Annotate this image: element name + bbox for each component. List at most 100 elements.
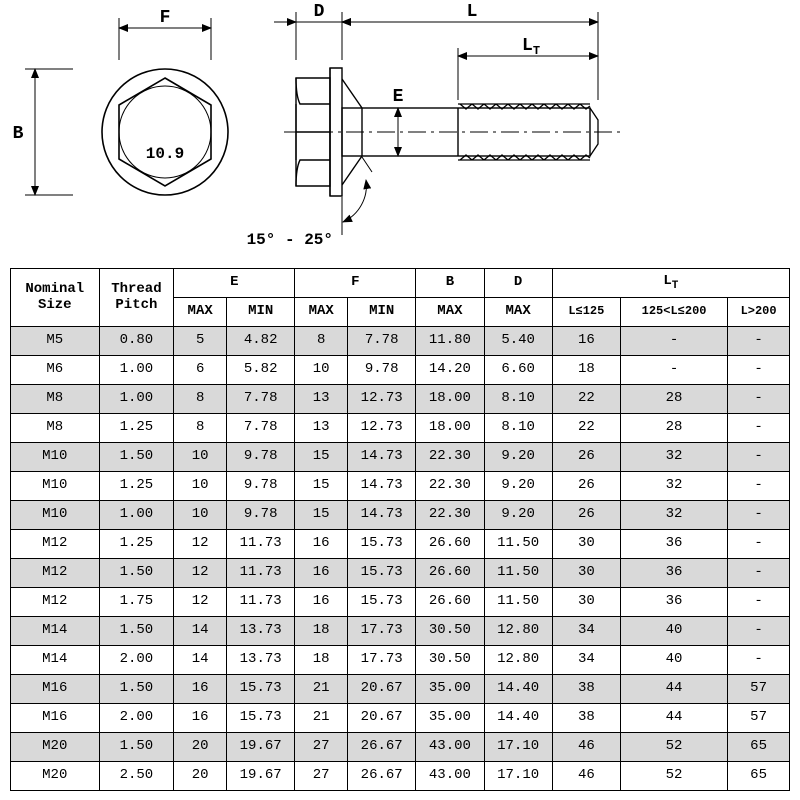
cell: 11.73: [227, 530, 295, 559]
cell: 38: [552, 675, 620, 704]
cell: 30.50: [416, 617, 484, 646]
cell: 5.40: [484, 327, 552, 356]
cell: M6: [11, 356, 100, 385]
subcol-3: MIN: [348, 298, 416, 327]
cell: 1.25: [99, 472, 174, 501]
cell: 1.75: [99, 588, 174, 617]
cell: 34: [552, 646, 620, 675]
cell: 16: [295, 530, 348, 559]
cell: 36: [620, 530, 727, 559]
cell: 20: [174, 733, 227, 762]
cell: 12.73: [348, 414, 416, 443]
cell: 13: [295, 414, 348, 443]
cell: 26.67: [348, 762, 416, 791]
cell: 13.73: [227, 617, 295, 646]
cell: 12: [174, 530, 227, 559]
table-row: M101.00109.781514.7322.309.202632-: [11, 501, 790, 530]
cell: 20: [174, 762, 227, 791]
cell: M12: [11, 530, 100, 559]
cell: 16: [552, 327, 620, 356]
cell: 18: [295, 617, 348, 646]
cell: 12.80: [484, 617, 552, 646]
cell: 14.73: [348, 472, 416, 501]
cell: -: [620, 356, 727, 385]
cell: -: [728, 443, 790, 472]
cell: 11.73: [227, 588, 295, 617]
cell: 9.78: [227, 472, 295, 501]
cell: M14: [11, 646, 100, 675]
cell: 15.73: [348, 559, 416, 588]
cell: 14.20: [416, 356, 484, 385]
grade-label: 10.9: [146, 145, 184, 163]
cell: -: [728, 327, 790, 356]
cell: 19.67: [227, 733, 295, 762]
cell: 20.67: [348, 704, 416, 733]
cell: -: [728, 356, 790, 385]
cell: 10: [174, 501, 227, 530]
cell: 9.20: [484, 443, 552, 472]
cell: 26.60: [416, 559, 484, 588]
cell: 46: [552, 733, 620, 762]
cell: 57: [728, 675, 790, 704]
cell: -: [728, 501, 790, 530]
cell: 30.50: [416, 646, 484, 675]
cell: 1.00: [99, 385, 174, 414]
table-row: M201.502019.672726.6743.0017.10465265: [11, 733, 790, 762]
cell: 8: [295, 327, 348, 356]
cell: 26: [552, 472, 620, 501]
cell: 9.20: [484, 472, 552, 501]
cell: M16: [11, 704, 100, 733]
cell: 1.00: [99, 501, 174, 530]
side-view: D L LT E 15° - 25°: [247, 2, 620, 249]
cell: M16: [11, 675, 100, 704]
cell: 44: [620, 675, 727, 704]
col-B: B: [416, 269, 484, 298]
cell: M10: [11, 501, 100, 530]
cell: 0.80: [99, 327, 174, 356]
cell: 22.30: [416, 472, 484, 501]
col-pitch: ThreadPitch: [99, 269, 174, 327]
cell: -: [728, 646, 790, 675]
table-row: M162.001615.732120.6735.0014.40384457: [11, 704, 790, 733]
cell: 32: [620, 472, 727, 501]
F-label: F: [160, 8, 171, 28]
cell: 57: [728, 704, 790, 733]
cell: 9.78: [227, 501, 295, 530]
cell: -: [728, 588, 790, 617]
cell: 22.30: [416, 443, 484, 472]
subcol-1: MIN: [227, 298, 295, 327]
cell: 10: [174, 472, 227, 501]
angle-label: 15° - 25°: [247, 231, 333, 249]
cell: 2.50: [99, 762, 174, 791]
cell: 15.73: [227, 704, 295, 733]
cell: 14.40: [484, 704, 552, 733]
cell: 12: [174, 559, 227, 588]
subcol-5: MAX: [484, 298, 552, 327]
cell: M20: [11, 762, 100, 791]
bolt-diagram: 10.9 F B: [0, 0, 800, 268]
cell: 7.78: [348, 327, 416, 356]
cell: 1.50: [99, 617, 174, 646]
cell: 12.73: [348, 385, 416, 414]
cell: 36: [620, 559, 727, 588]
cell: 8.10: [484, 385, 552, 414]
table-row: M121.501211.731615.7326.6011.503036-: [11, 559, 790, 588]
cell: 35.00: [416, 675, 484, 704]
cell: 14.73: [348, 443, 416, 472]
cell: 22: [552, 414, 620, 443]
cell: 12.80: [484, 646, 552, 675]
cell: 6.60: [484, 356, 552, 385]
cell: 16: [174, 675, 227, 704]
cell: 44: [620, 704, 727, 733]
cell: 1.25: [99, 414, 174, 443]
cell: 26: [552, 501, 620, 530]
cell: 11.73: [227, 559, 295, 588]
cell: M12: [11, 559, 100, 588]
cell: 38: [552, 704, 620, 733]
cell: 30: [552, 559, 620, 588]
table-row: M61.0065.82109.7814.206.6018--: [11, 356, 790, 385]
cell: 9.20: [484, 501, 552, 530]
cell: 16: [295, 588, 348, 617]
cell: M10: [11, 472, 100, 501]
cell: 20.67: [348, 675, 416, 704]
